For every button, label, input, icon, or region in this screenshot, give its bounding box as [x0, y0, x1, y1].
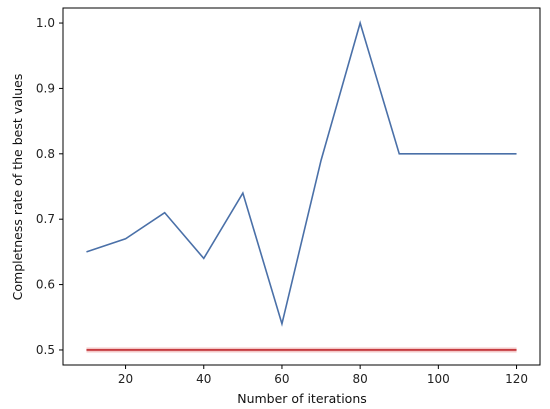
x-axis: 20 40 60 80 100 120 [118, 365, 528, 386]
y-tick-label: 0.7 [36, 212, 55, 226]
x-tick-label: 80 [353, 372, 368, 386]
y-tick-label: 0.9 [36, 81, 55, 95]
y-tick-label: 0.6 [36, 278, 55, 292]
plot-frame [62, 7, 541, 366]
x-tick-label: 120 [505, 372, 528, 386]
y-axis-label: Completness rate of the best values [10, 74, 25, 301]
series-1-line [86, 20, 517, 327]
series-layer [86, 20, 517, 353]
x-tick-label: 20 [118, 372, 133, 386]
x-tick-label: 60 [274, 372, 289, 386]
y-tick-label: 1.0 [36, 16, 55, 30]
x-axis-label: Number of iterations [237, 391, 367, 406]
y-tick-label: 0.8 [36, 147, 55, 161]
y-axis: 0.5 0.6 0.7 0.8 0.9 1.0 [36, 16, 63, 357]
x-tick-label: 40 [196, 372, 211, 386]
y-tick-label: 0.5 [36, 343, 55, 357]
plot-area [62, 7, 541, 366]
x-tick-label: 100 [427, 372, 450, 386]
